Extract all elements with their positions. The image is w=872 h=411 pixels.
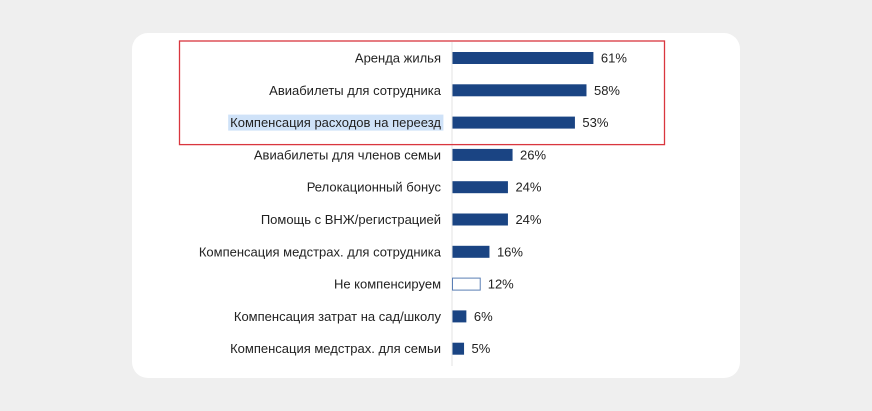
category-label: Релокационный бонус bbox=[307, 180, 442, 195]
bar bbox=[452, 52, 594, 64]
category-label: Помощь с ВНЖ/регистрацией bbox=[261, 212, 441, 227]
bar bbox=[452, 245, 490, 258]
value-label: 24% bbox=[515, 212, 541, 227]
value-label: 24% bbox=[515, 180, 541, 195]
category-label: Не компенсируем bbox=[334, 277, 441, 292]
bar bbox=[452, 310, 467, 323]
category-label: Авиабилеты для членов семьи bbox=[254, 147, 441, 162]
category-label: Компенсация расходов на переезд bbox=[230, 115, 441, 130]
value-label: 58% bbox=[594, 83, 620, 98]
bar bbox=[452, 148, 513, 161]
value-label: 12% bbox=[488, 277, 514, 292]
bar bbox=[452, 342, 465, 355]
category-label: Авиабилеты для сотрудника bbox=[269, 83, 442, 98]
category-label: Компенсация медстрах. для семьи bbox=[230, 341, 441, 356]
bar bbox=[452, 84, 587, 97]
value-label: 5% bbox=[472, 341, 491, 356]
chart-card bbox=[132, 33, 740, 378]
bar bbox=[452, 277, 481, 291]
bar bbox=[452, 181, 508, 194]
category-label: Аренда жилья bbox=[355, 51, 441, 66]
value-label: 61% bbox=[601, 51, 627, 66]
value-label: 16% bbox=[497, 244, 523, 259]
bar bbox=[452, 116, 575, 129]
value-label: 53% bbox=[582, 115, 608, 130]
text-selection-highlight bbox=[228, 114, 444, 131]
value-label: 26% bbox=[520, 147, 546, 162]
category-label: Компенсация медстрах. для сотрудника bbox=[199, 244, 442, 259]
category-label: Компенсация затрат на сад/школу bbox=[234, 309, 442, 324]
value-label: 6% bbox=[474, 309, 493, 324]
highlight-box bbox=[178, 40, 666, 146]
bar bbox=[452, 213, 508, 226]
